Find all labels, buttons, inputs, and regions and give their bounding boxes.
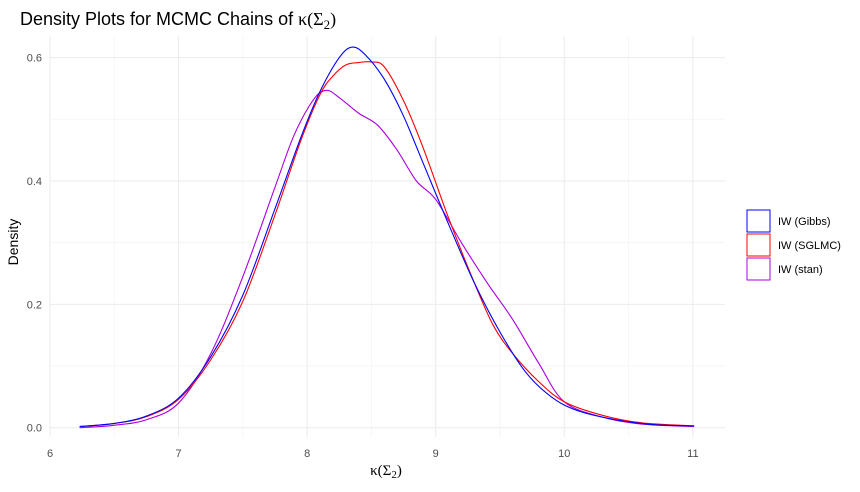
chart-title-subscript: 2 xyxy=(324,17,331,32)
legend-label-iw-stan: IW (stan) xyxy=(778,264,823,276)
chart-title: Density Plots for MCMC Chains of κ(Σ2) xyxy=(20,9,336,32)
series-line-iw-gibbs xyxy=(79,46,695,428)
legend-key-iw-stan xyxy=(746,257,771,281)
y-tick-label: 0.6 xyxy=(27,53,42,65)
legend-label-iw-gibbs: IW (Gibbs) xyxy=(778,216,831,228)
x-axis-close-paren: ) xyxy=(397,463,402,479)
chart-title-open-paren: ( xyxy=(307,9,313,30)
legend-key-iw-gibbs xyxy=(746,209,771,233)
x-axis-kappa: κ xyxy=(370,463,378,479)
chart-title-close-paren: ) xyxy=(330,9,336,30)
x-axis-subscript: 2 xyxy=(391,469,397,481)
tick-labels: 6 7 8 9 10 11 0.0 0.2 0.4 0.6 xyxy=(27,53,699,460)
x-tick-label: 10 xyxy=(558,448,570,460)
x-tick-label: 9 xyxy=(433,448,439,460)
x-axis-sigma: Σ xyxy=(383,463,392,479)
legend: IW (Gibbs) IW (SGLMC) IW (stan) xyxy=(746,209,841,281)
grid-lines xyxy=(49,36,725,437)
x-tick-label: 7 xyxy=(176,448,182,460)
x-axis-open-paren: ( xyxy=(378,463,383,479)
y-tick-label: 0.0 xyxy=(27,423,42,435)
chart-title-kappa: κ xyxy=(298,9,307,29)
series-line-iw-stan xyxy=(79,89,695,429)
x-tick-label: 11 xyxy=(687,448,698,460)
chart-title-sigma: Σ xyxy=(313,9,323,29)
x-tick-label: 6 xyxy=(47,448,53,460)
x-axis-title: κ(Σ2) xyxy=(370,463,402,481)
legend-label-iw-sglmc: IW (SGLMC) xyxy=(778,240,841,252)
y-tick-label: 0.2 xyxy=(27,299,42,311)
series-lines xyxy=(79,46,695,429)
series-line-iw-sglmc xyxy=(79,61,695,428)
chart-title-text: Density Plots for MCMC Chains of xyxy=(20,9,298,29)
x-tick-label: 8 xyxy=(304,448,310,460)
y-tick-label: 0.4 xyxy=(27,176,42,188)
legend-key-iw-sglmc xyxy=(746,233,771,257)
y-axis-title: Density xyxy=(5,219,21,266)
